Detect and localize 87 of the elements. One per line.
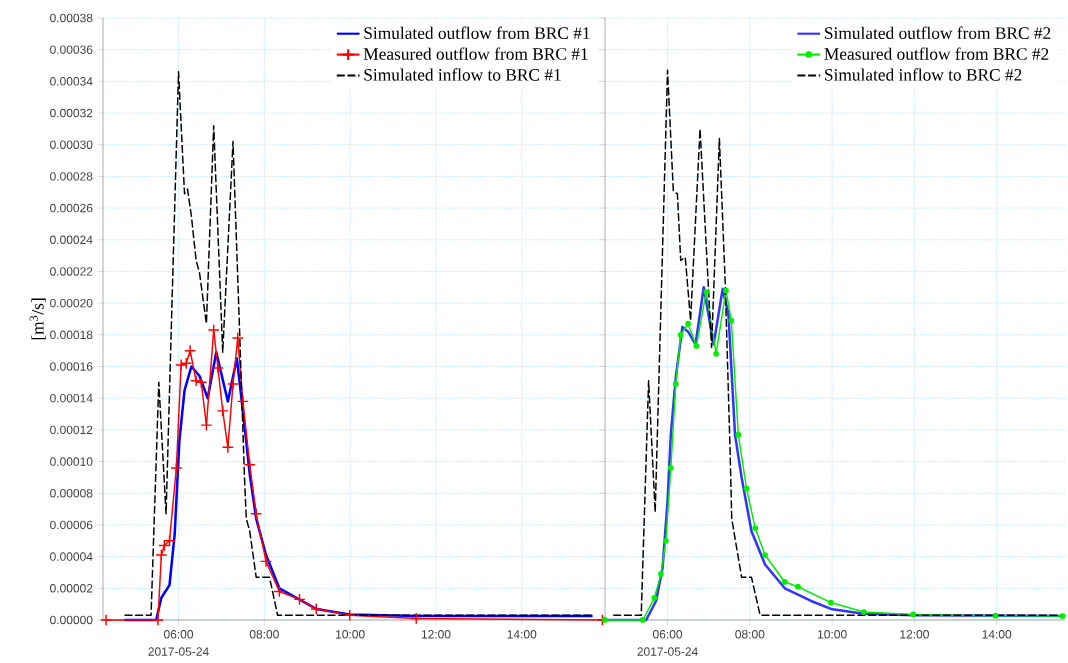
x-tick-label: 10:00 bbox=[818, 630, 847, 639]
y-tick-label: 0.00034 bbox=[50, 77, 93, 86]
point bbox=[195, 376, 208, 389]
point bbox=[910, 611, 917, 618]
y-tick-label: 0.00016 bbox=[50, 362, 93, 371]
y-tick-label: 0.00008 bbox=[50, 488, 93, 498]
x-tick-label: 14:00 bbox=[982, 630, 1012, 639]
y-tick-label: 0.00038 bbox=[50, 13, 93, 23]
point bbox=[236, 395, 249, 408]
point bbox=[743, 485, 750, 492]
legend-label: Measured outflow from BRC #1 bbox=[363, 47, 588, 60]
point bbox=[828, 599, 834, 606]
x-tick-label: 06:00 bbox=[652, 630, 683, 639]
x-tick-label: 12:00 bbox=[900, 630, 929, 639]
legend-label: Simulated inflow to BRC #2 bbox=[825, 68, 1022, 81]
point bbox=[99, 613, 113, 627]
point bbox=[795, 583, 801, 590]
point bbox=[158, 539, 171, 552]
point bbox=[602, 617, 608, 623]
legend-label: Simulated outflow from BRC #2 bbox=[825, 26, 1051, 39]
point bbox=[216, 404, 229, 417]
x-tick-label: 08:00 bbox=[735, 630, 765, 639]
point bbox=[273, 585, 286, 598]
x-tick-label: 06:00 bbox=[163, 630, 194, 639]
y-tick-label: 0.00036 bbox=[50, 45, 93, 54]
point bbox=[723, 287, 729, 294]
point bbox=[231, 331, 244, 345]
point bbox=[762, 552, 768, 558]
point bbox=[151, 613, 164, 627]
text: 2017-05-24 bbox=[637, 647, 698, 656]
legend-label: Measured outflow from BRC #2 bbox=[824, 47, 1049, 60]
point bbox=[250, 507, 263, 520]
y-tick-label: 0.00022 bbox=[50, 267, 93, 276]
point bbox=[992, 612, 999, 619]
x-tick-label: 14:00 bbox=[507, 630, 537, 639]
y-tick-label: 0.00012 bbox=[50, 425, 93, 435]
point bbox=[226, 377, 240, 391]
y-tick-label: 0.00006 bbox=[50, 520, 93, 530]
point bbox=[343, 609, 356, 622]
text: 2017-05-24 bbox=[148, 647, 209, 656]
y-tick-label: 0.00026 bbox=[50, 203, 93, 213]
point bbox=[243, 458, 256, 471]
y-tick-label: 0.00004 bbox=[50, 552, 93, 561]
point bbox=[781, 579, 788, 585]
x-tick-label: 12:00 bbox=[421, 630, 451, 639]
legend-label: Simulated inflow to BRC #1 bbox=[364, 68, 561, 81]
point bbox=[685, 320, 691, 327]
point bbox=[713, 350, 719, 357]
y-tick-label: 0.00014 bbox=[50, 393, 93, 403]
point bbox=[410, 612, 423, 625]
point bbox=[752, 525, 759, 531]
point bbox=[180, 357, 193, 370]
point bbox=[672, 381, 679, 387]
point bbox=[639, 617, 646, 623]
point bbox=[184, 344, 197, 357]
point bbox=[735, 431, 742, 438]
y-tick-label: 0.00030 bbox=[50, 140, 93, 149]
point bbox=[211, 362, 225, 375]
y-tick-label: 0.00018 bbox=[50, 330, 93, 340]
y-tick-label: 0.00024 bbox=[50, 235, 93, 245]
point bbox=[170, 461, 183, 474]
point bbox=[310, 602, 323, 615]
point bbox=[658, 571, 664, 577]
x-tick-label: 08:00 bbox=[249, 630, 279, 639]
y-tick-label: 0.00028 bbox=[50, 172, 93, 181]
x-tick-label: 10:00 bbox=[336, 630, 365, 639]
point bbox=[155, 548, 168, 562]
point bbox=[1059, 613, 1066, 619]
y-tick-label: 0.00002 bbox=[50, 584, 93, 593]
legend-label: Simulated outflow from BRC #1 bbox=[364, 26, 590, 39]
y-tick-label: 0.00010 bbox=[50, 457, 93, 466]
point bbox=[728, 317, 735, 324]
y-tick-label: 0.00020 bbox=[50, 298, 93, 308]
point bbox=[663, 537, 669, 544]
y-tick-label: 0.00000 bbox=[50, 615, 93, 625]
point bbox=[703, 289, 710, 295]
point bbox=[651, 594, 658, 601]
point bbox=[259, 555, 273, 568]
y-tick-label: 0.00032 bbox=[50, 108, 93, 118]
point bbox=[677, 331, 684, 338]
point bbox=[667, 465, 674, 471]
point bbox=[293, 593, 306, 606]
point bbox=[200, 419, 213, 432]
y-axis-title: [m$^{3}$/s] bbox=[29, 298, 46, 340]
point bbox=[163, 534, 176, 547]
point bbox=[860, 609, 867, 615]
point bbox=[693, 343, 700, 349]
